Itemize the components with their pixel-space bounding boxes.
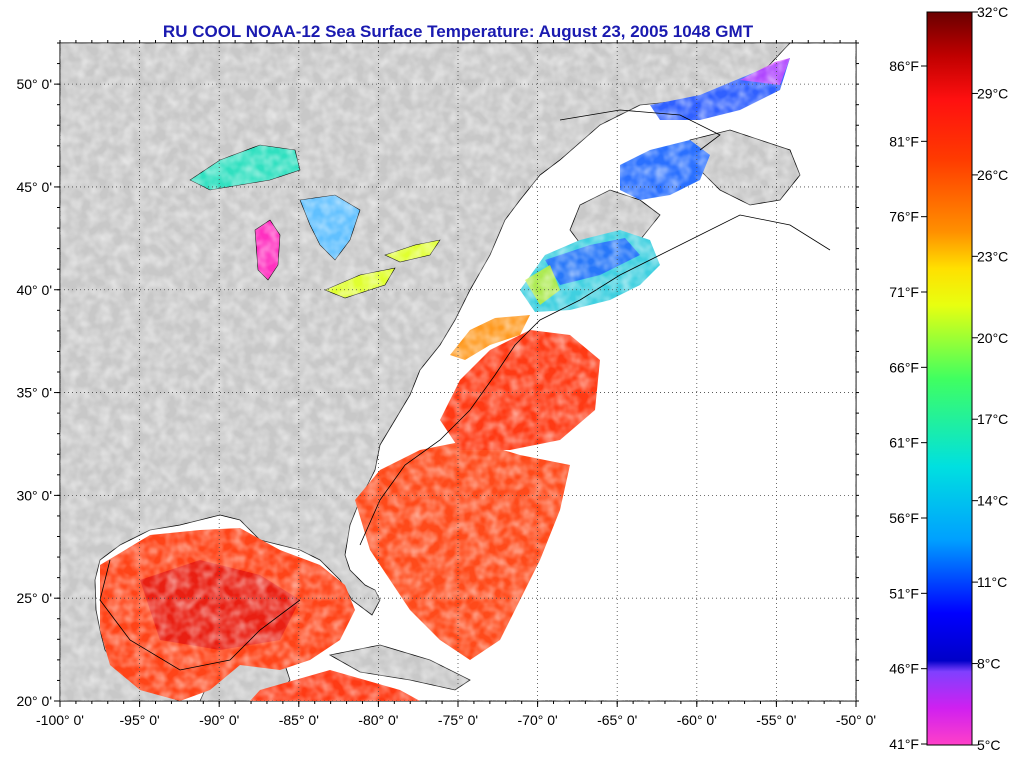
celsius-label: 8°C	[977, 656, 1001, 672]
map-title: RU COOL NOAA-12 Sea Surface Temperature:…	[162, 22, 754, 41]
lon-label: -100° 0'	[36, 712, 84, 728]
celsius-label: 26°C	[977, 167, 1008, 183]
celsius-label: 23°C	[977, 248, 1008, 264]
celsius-label: 29°C	[977, 85, 1008, 101]
lat-label: 40° 0'	[16, 282, 52, 298]
isobath-600ft-gulf	[99, 559, 301, 671]
fahrenheit-label: 46°F	[889, 661, 919, 677]
celsius-label: 5°C	[977, 737, 1001, 753]
map-axes: -100° 0' -95° 0' -90° 0' -85° 0' -80° 0' -75°…	[16, 40, 876, 728]
fahrenheit-label: 81°F	[889, 133, 919, 149]
isobath-600ft	[359, 214, 831, 546]
lon-label: -65° 0'	[597, 712, 637, 728]
lon-label: -90° 0'	[199, 712, 239, 728]
lon-label: -50° 0'	[836, 712, 876, 728]
fahrenheit-label: 41°F	[889, 736, 919, 752]
lon-label: -75° 0'	[438, 712, 478, 728]
lon-label: -55° 0'	[756, 712, 796, 728]
lat-label: 50° 0'	[16, 76, 52, 92]
fahrenheit-label: 66°F	[889, 359, 919, 375]
lon-label: -95° 0'	[120, 712, 160, 728]
celsius-label: 14°C	[977, 493, 1008, 509]
lat-label: 25° 0'	[16, 590, 52, 606]
fahrenheit-label: 71°F	[889, 284, 919, 300]
fahrenheit-label: 56°F	[889, 510, 919, 526]
lon-label: -80° 0'	[358, 712, 398, 728]
colorbar-gradient	[926, 11, 973, 746]
lat-label: 20° 0'	[16, 693, 52, 709]
lat-label: 35° 0'	[16, 385, 52, 401]
lon-label: -60° 0'	[677, 712, 717, 728]
fahrenheit-label: 51°F	[889, 585, 919, 601]
celsius-label: 11°C	[977, 574, 1007, 590]
celsius-label: 20°C	[977, 330, 1008, 346]
fahrenheit-label: 86°F	[889, 58, 919, 74]
celsius-label: 32°C	[977, 4, 1008, 20]
lon-label: -70° 0'	[518, 712, 558, 728]
isobath-600ft-north	[559, 109, 721, 151]
fahrenheit-label: 76°F	[889, 209, 919, 225]
lon-label: -85° 0'	[279, 712, 319, 728]
lat-label: 45° 0'	[16, 179, 52, 195]
fahrenheit-label: 61°F	[889, 435, 919, 451]
lat-label: 30° 0'	[16, 487, 52, 503]
graticule	[60, 43, 856, 701]
celsius-label: 17°C	[977, 411, 1008, 427]
